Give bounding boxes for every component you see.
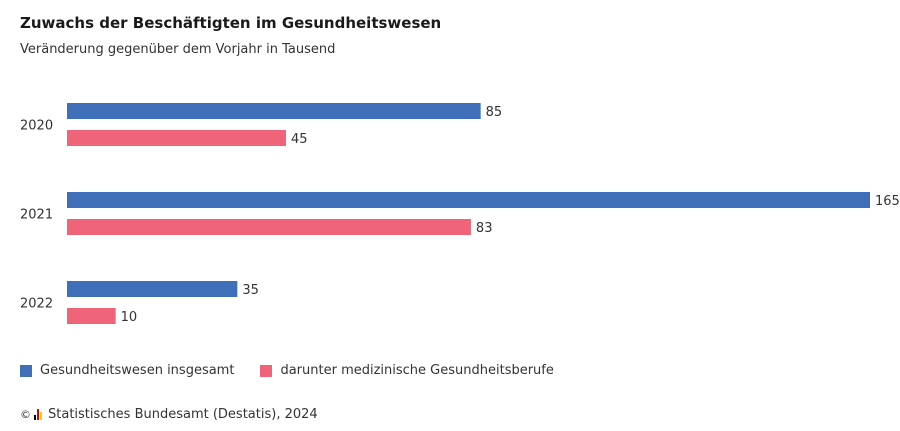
category-label-2022: 2022	[20, 297, 53, 312]
legend-item-total: Gesundheitswesen insgesamt	[20, 363, 234, 378]
source-text: Statistisches Bundesamt (Destatis), 2024	[48, 407, 318, 422]
destatis-logo-icon	[34, 409, 42, 420]
legend-label-total: Gesundheitswesen insgesamt	[40, 363, 235, 378]
source-note: © Statistisches Bundesamt (Destatis), 20…	[20, 407, 318, 422]
chart-subtitle: Veränderung gegenüber dem Vorjahr in Tau…	[20, 42, 336, 57]
data-label-total-2021: 165	[875, 194, 900, 209]
data-label-medical-2021: 83	[476, 221, 493, 236]
bar-medical-2020	[67, 130, 286, 146]
bar-total-2021	[67, 192, 870, 208]
data-label-medical-2020: 45	[291, 132, 308, 147]
category-label-2020: 2020	[20, 119, 53, 134]
bar-total-2020	[67, 103, 481, 119]
category-label-2021: 2021	[20, 208, 53, 223]
legend-swatch-total	[20, 364, 32, 377]
data-label-medical-2022: 10	[121, 310, 138, 325]
data-label-total-2020: 85	[486, 105, 503, 120]
data-label-total-2022: 35	[242, 283, 259, 298]
legend-swatch-medical	[260, 364, 273, 377]
bar-medical-2021	[67, 219, 471, 235]
copyright-icon: ©	[20, 408, 31, 421]
bar-total-2022	[67, 281, 238, 297]
legend-item-medical: darunter medizinische Gesundheitsberufe	[260, 363, 554, 378]
legend-label-medical: darunter medizinische Gesundheitsberufe	[280, 363, 554, 378]
bar-medical-2022	[67, 308, 116, 324]
chart-legend: Gesundheitswesen insgesamt darunter medi…	[20, 363, 554, 378]
chart-title: Zuwachs der Beschäftigten im Gesundheits…	[20, 14, 442, 32]
